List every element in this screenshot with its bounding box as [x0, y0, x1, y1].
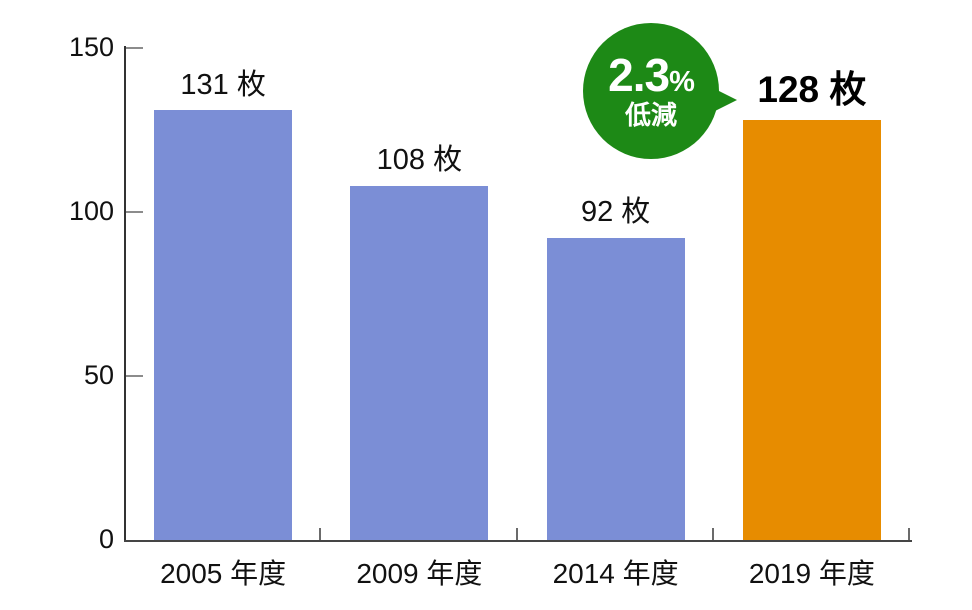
- y-tick-label-50: 50: [83, 360, 114, 390]
- x-category-2009 年度: 2009 年度: [356, 558, 483, 589]
- x-tick-2: [515, 528, 518, 540]
- bar-value-2014 年度: 92 枚: [580, 196, 651, 229]
- reduction-badge: 2.3% 低減: [583, 23, 737, 159]
- reduction-badge-circle: 2.3% 低減: [583, 23, 719, 159]
- x-tick-3: [711, 528, 714, 540]
- bar-value-2019 年度: 128 枚: [757, 68, 867, 110]
- bar-value-2009 年度: 108 枚: [376, 143, 463, 176]
- y-tick-label-0: 0: [98, 524, 114, 554]
- bar-2014 年度: [546, 238, 685, 540]
- reduction-value: 2.3%: [608, 49, 695, 102]
- y-tick-150: [126, 47, 143, 49]
- x-tick-4: [908, 528, 910, 540]
- y-tick-50: [126, 375, 143, 377]
- reduction-percent-sign: %: [669, 66, 695, 99]
- bar-2009 年度: [350, 185, 489, 540]
- bar-value-2005 年度: 131 枚: [180, 68, 266, 101]
- y-axis-line: [124, 46, 126, 542]
- reduction-number: 2.3: [608, 49, 670, 102]
- x-category-2019 年度: 2019 年度: [748, 558, 875, 589]
- x-axis-line: [124, 540, 912, 542]
- x-tick-1: [319, 528, 322, 540]
- reduction-label: 低減: [624, 100, 677, 131]
- y-tick-label-150: 150: [68, 32, 114, 62]
- bar-2005 年度: [154, 110, 293, 540]
- y-tick-label-100: 100: [68, 196, 114, 226]
- bar-2019 年度: [742, 120, 881, 540]
- badge-pointer-icon: [711, 87, 737, 113]
- x-category-2005 年度: 2005 年度: [160, 558, 287, 589]
- y-tick-100: [126, 211, 143, 213]
- x-category-2014 年度: 2014 年度: [552, 558, 679, 589]
